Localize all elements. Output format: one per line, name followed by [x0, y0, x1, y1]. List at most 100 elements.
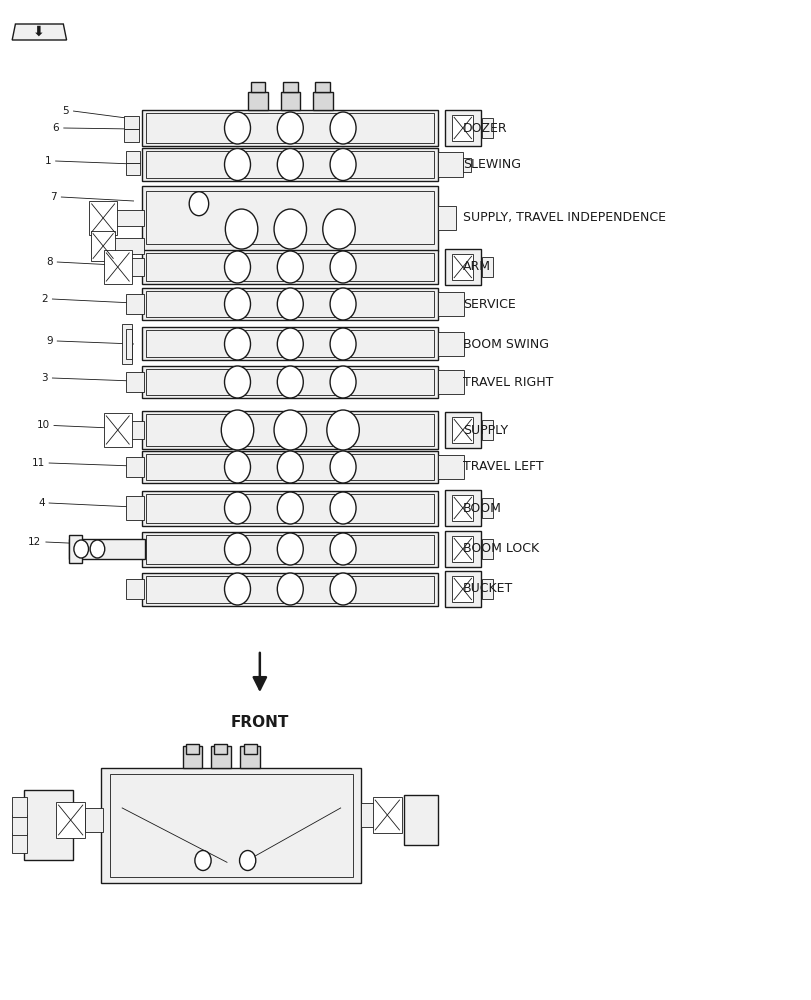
Bar	[85, 808, 103, 832]
Circle shape	[225, 451, 251, 483]
Circle shape	[329, 148, 356, 180]
Bar	[444, 531, 480, 567]
Bar	[452, 115, 473, 141]
Bar	[109, 774, 353, 876]
Text: SLEWING: SLEWING	[462, 158, 520, 171]
Circle shape	[225, 366, 251, 398]
Text: 11: 11	[32, 458, 45, 468]
Bar	[142, 532, 438, 566]
Circle shape	[277, 148, 303, 180]
Text: 8: 8	[46, 257, 53, 267]
Circle shape	[225, 533, 251, 565]
Bar	[126, 150, 140, 162]
Bar	[146, 454, 434, 480]
Circle shape	[277, 328, 303, 360]
Bar	[142, 327, 438, 360]
Text: 10: 10	[36, 420, 49, 430]
Circle shape	[225, 288, 251, 320]
Text: SERVICE: SERVICE	[462, 298, 515, 310]
Text: 5: 5	[62, 106, 69, 116]
Circle shape	[329, 112, 356, 144]
Bar	[12, 833, 27, 853]
Bar	[214, 744, 227, 754]
Bar	[438, 206, 456, 230]
Bar	[109, 210, 144, 226]
Circle shape	[277, 112, 303, 144]
Circle shape	[221, 410, 254, 450]
Bar	[438, 455, 464, 479]
Bar	[481, 498, 492, 518]
Bar	[146, 113, 434, 143]
Text: SUPPLY: SUPPLY	[462, 424, 508, 436]
Bar	[146, 151, 434, 178]
Bar	[438, 332, 464, 356]
Bar	[126, 457, 144, 477]
Bar	[109, 238, 144, 254]
Bar	[146, 534, 434, 564]
Circle shape	[225, 148, 251, 180]
Text: DOZER: DOZER	[462, 121, 507, 134]
Bar	[462, 157, 470, 172]
Circle shape	[277, 288, 303, 320]
Bar	[56, 802, 85, 838]
Bar	[126, 162, 140, 174]
Circle shape	[225, 209, 258, 249]
Bar	[251, 82, 265, 92]
Bar	[211, 746, 230, 768]
Text: 4: 4	[38, 498, 45, 508]
Text: 9: 9	[46, 336, 53, 346]
Bar	[146, 330, 434, 357]
Bar	[24, 790, 73, 860]
Text: 3: 3	[41, 373, 48, 383]
Bar	[372, 797, 401, 833]
Circle shape	[329, 366, 356, 398]
Bar	[315, 82, 329, 92]
Bar	[142, 110, 438, 146]
Circle shape	[225, 573, 251, 605]
Bar	[142, 572, 438, 606]
Bar	[142, 451, 438, 483]
Bar	[124, 116, 139, 129]
Bar	[146, 576, 434, 602]
Circle shape	[277, 366, 303, 398]
Bar	[438, 152, 462, 176]
Bar	[122, 324, 131, 364]
Bar	[126, 372, 144, 392]
Circle shape	[195, 850, 211, 870]
Bar	[91, 231, 115, 261]
Bar	[281, 92, 300, 110]
Text: BOOM LOCK: BOOM LOCK	[462, 542, 539, 556]
Bar	[126, 579, 144, 599]
Bar	[142, 250, 438, 284]
Text: TRAVEL LEFT: TRAVEL LEFT	[462, 460, 543, 474]
Text: 7: 7	[50, 192, 57, 202]
Bar	[444, 490, 480, 526]
Bar	[126, 329, 132, 359]
Circle shape	[274, 410, 307, 450]
Bar	[182, 746, 202, 768]
Text: TRAVEL RIGHT: TRAVEL RIGHT	[462, 375, 552, 388]
Text: 6: 6	[53, 123, 59, 133]
Circle shape	[277, 451, 303, 483]
Bar	[69, 535, 82, 563]
Text: BOOM: BOOM	[462, 502, 501, 514]
Polygon shape	[12, 24, 67, 40]
Circle shape	[225, 492, 251, 524]
Bar	[142, 411, 438, 449]
Bar	[12, 797, 27, 817]
Circle shape	[277, 251, 303, 283]
Bar	[481, 420, 492, 440]
Circle shape	[189, 192, 208, 216]
Bar	[124, 129, 139, 142]
Text: 2: 2	[41, 294, 48, 304]
Bar	[403, 795, 437, 845]
Bar	[283, 82, 297, 92]
Circle shape	[274, 209, 307, 249]
Circle shape	[327, 410, 359, 450]
Bar	[146, 253, 434, 280]
Bar	[452, 417, 473, 443]
Bar	[146, 493, 434, 522]
Bar	[452, 495, 473, 521]
Bar	[313, 92, 333, 110]
Text: ARM: ARM	[462, 260, 490, 273]
